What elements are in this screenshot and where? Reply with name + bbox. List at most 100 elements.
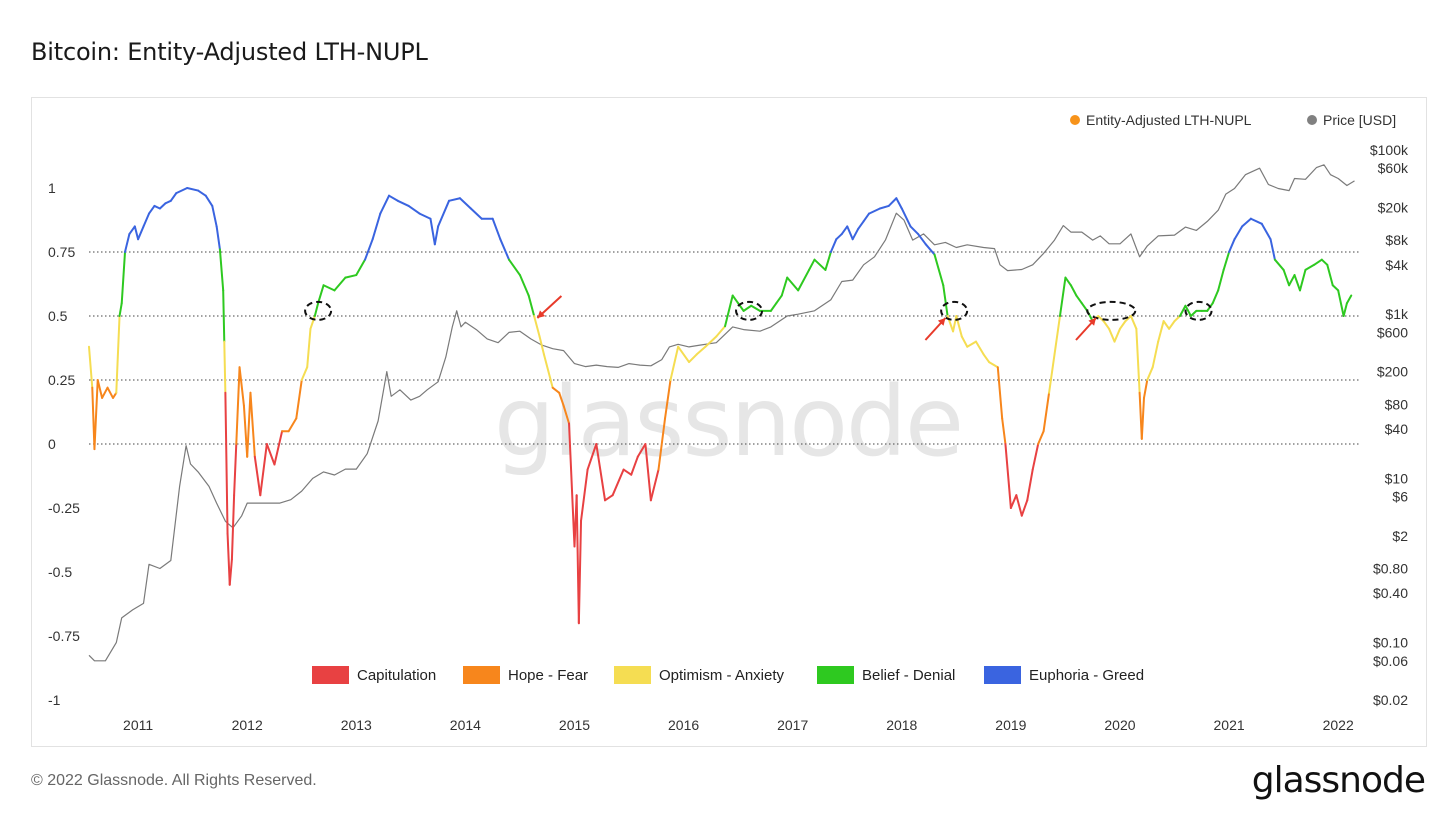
nupl-segment	[429, 217, 436, 246]
x-tick-label: 2016	[668, 717, 699, 733]
nupl-segment	[909, 225, 920, 236]
nupl-segment	[133, 225, 140, 241]
nupl-segment	[664, 379, 672, 420]
nupl-segment	[704, 335, 718, 348]
nupl-segment	[1249, 217, 1263, 225]
nupl-segment	[1282, 268, 1291, 287]
y-left-tick-label: -0.25	[48, 500, 80, 516]
nupl-segment	[1189, 309, 1198, 317]
nupl-segment	[1260, 222, 1272, 241]
nupl-segment	[118, 302, 123, 317]
nupl-segment	[974, 340, 985, 356]
nupl-segment	[371, 212, 382, 241]
y-right-tick-label: $0.40	[1373, 585, 1408, 601]
y-right-tick-label: $8k	[1385, 232, 1409, 248]
legend-zone-label: Capitulation	[357, 667, 436, 684]
x-tick-label: 2011	[123, 717, 153, 733]
x-tick-label: 2020	[1104, 717, 1135, 733]
nupl-segment	[996, 366, 1004, 420]
nupl-segment	[333, 276, 347, 292]
y-left-tick-label: 0.5	[48, 308, 68, 324]
y-right-tick-label: $60k	[1378, 160, 1409, 176]
nupl-segment	[518, 274, 530, 297]
nupl-segment	[742, 304, 753, 312]
nupl-segment	[887, 197, 898, 207]
nupl-segment	[355, 258, 367, 277]
nupl-segment	[1037, 430, 1045, 445]
nupl-segment	[538, 335, 545, 356]
nupl-segment	[1228, 238, 1236, 253]
legend-zone-label: Euphoria - Greed	[1029, 667, 1144, 684]
legend-zone-label: Optimism - Anxiety	[659, 667, 785, 684]
nupl-segment	[1298, 268, 1307, 292]
nupl-segment	[562, 404, 571, 425]
nupl-segment	[1135, 327, 1141, 394]
nupl-segment	[933, 253, 945, 287]
nupl-segment	[750, 304, 761, 312]
nupl-segment	[230, 494, 236, 561]
nupl-segment	[238, 366, 245, 407]
y-right-tick-label: $10	[1385, 470, 1409, 486]
nupl-segment	[218, 248, 225, 292]
nupl-segment	[1222, 251, 1231, 271]
watermark-text: glassnode	[494, 366, 962, 478]
nupl-segment	[611, 468, 625, 497]
nupl-segment	[148, 204, 156, 215]
nupl-segment	[1217, 268, 1225, 292]
nupl-segment	[106, 386, 115, 399]
nupl-segment	[287, 417, 298, 433]
dashed-ellipse-annotation	[735, 300, 764, 321]
nupl-segment	[1124, 315, 1132, 323]
y-right-tick-label: $0.06	[1373, 653, 1408, 669]
legend-zone-label: Hope - Fear	[508, 667, 588, 684]
nupl-segment	[840, 225, 849, 236]
nupl-segment	[688, 353, 698, 364]
nupl-segment	[128, 225, 136, 236]
nupl-segment	[1142, 379, 1149, 399]
nupl-segment	[577, 519, 583, 625]
nupl-segment	[222, 289, 226, 343]
legend-zone-swatch	[463, 666, 500, 684]
nupl-segment	[112, 391, 118, 399]
nupl-segment	[1048, 353, 1056, 394]
nupl-segment	[1015, 494, 1023, 517]
nupl-segment	[851, 227, 860, 241]
y-right-tick-label: $2	[1392, 528, 1408, 544]
nupl-segment	[1031, 443, 1040, 471]
nupl-segment	[657, 417, 667, 471]
nupl-segment	[153, 204, 161, 210]
legend-top-label: Entity-Adjusted LTH-NUPL	[1086, 112, 1252, 128]
y-right-tick-label: $80	[1385, 396, 1409, 412]
x-tick-label: 2012	[232, 717, 263, 733]
dashed-ellipse-annotation	[1184, 300, 1213, 321]
nupl-segment	[396, 199, 410, 207]
legend-zone-swatch	[984, 666, 1021, 684]
glassnode-logo: glassnode	[1251, 760, 1426, 801]
nupl-segment	[388, 194, 399, 202]
nupl-segment	[1004, 443, 1012, 509]
y-right-tick-label: $0.80	[1373, 560, 1408, 576]
x-tick-label: 2021	[1214, 717, 1245, 733]
nupl-segment	[211, 204, 218, 228]
nupl-segment	[1288, 274, 1296, 287]
nupl-segment	[669, 345, 680, 381]
nupl-segment	[233, 443, 238, 497]
red-arrow-head	[937, 318, 946, 326]
nupl-segment	[96, 379, 104, 399]
nupl-segment	[857, 220, 865, 230]
nupl-segment	[649, 468, 660, 502]
nupl-segment	[249, 391, 256, 458]
nupl-segment	[780, 276, 789, 297]
nupl-segment	[1304, 263, 1316, 271]
nupl-segment	[1001, 417, 1007, 445]
nupl-segment	[1293, 274, 1301, 292]
nupl-segment	[224, 391, 229, 535]
nupl-segment	[604, 494, 614, 502]
nupl-segment	[158, 202, 167, 210]
nupl-segment	[101, 386, 109, 399]
nupl-segment	[952, 315, 958, 333]
nupl-segment	[829, 238, 838, 253]
y-left-tick-label: -1	[48, 692, 61, 708]
nupl-segment	[246, 391, 252, 458]
nupl-segment	[433, 225, 440, 246]
